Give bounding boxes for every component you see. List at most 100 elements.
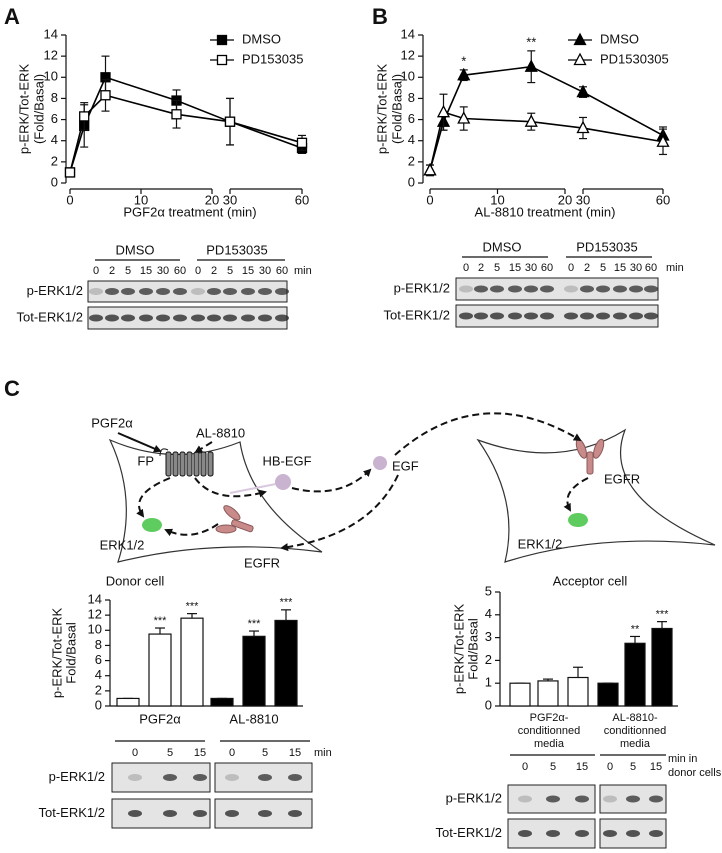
y-tick-label: 3	[485, 629, 492, 644]
blot-row-label: p-ERK1/2	[27, 283, 83, 298]
helix	[207, 451, 214, 477]
blot-strip	[111, 762, 211, 793]
blot-band	[603, 795, 617, 803]
blot-band	[258, 314, 272, 322]
lane-unit: min	[314, 747, 332, 759]
group-label: conditionned	[518, 725, 580, 737]
blot-band	[258, 810, 272, 817]
y-tick-label: 12	[44, 48, 58, 63]
blot-band	[596, 312, 610, 320]
blot-band	[540, 285, 554, 293]
blot-band	[540, 312, 554, 320]
blot-band	[223, 288, 237, 295]
y-axis-label: p-ERK/Tot-ERK	[451, 604, 466, 695]
blot-band	[121, 288, 135, 295]
blot-band	[89, 314, 103, 322]
y-tick-label: 0	[51, 174, 58, 189]
y-tick-label: 8	[95, 637, 102, 652]
diagram-label: AL-8810	[196, 425, 245, 440]
y-tick-label: 14	[401, 26, 415, 41]
bar	[651, 627, 673, 707]
y-tick-label: 4	[95, 667, 102, 682]
blot-band	[644, 312, 658, 320]
blot-band	[596, 285, 610, 293]
bar	[597, 682, 619, 707]
blot-band	[575, 830, 589, 837]
y-axis-label: (Fold/Basal)	[31, 74, 46, 144]
bar	[148, 633, 172, 707]
blot-band	[207, 314, 221, 322]
lane-label: 0	[607, 761, 613, 773]
diagram-label: EGFR	[604, 471, 640, 486]
lane-label: 30	[630, 262, 642, 274]
helix	[193, 451, 200, 477]
lane-label: 5	[494, 262, 500, 274]
diagram-label: Donor cell	[106, 573, 165, 588]
signal-arrow	[136, 477, 171, 518]
blot-band	[649, 795, 663, 803]
blot-band	[191, 288, 205, 295]
blot-band	[580, 312, 594, 320]
donor-cell	[108, 438, 323, 563]
diagram-label: EGF	[392, 458, 419, 473]
panel-letter: B	[372, 4, 388, 29]
lane-label: 0	[463, 262, 469, 274]
y-axis-label: (Fold/Basal)	[389, 74, 404, 144]
diagram-label: HB-EGF	[262, 453, 311, 468]
blot-band	[128, 810, 142, 817]
x-tick-label: 10	[134, 192, 148, 207]
blot-band	[546, 795, 560, 803]
blot-band	[163, 810, 177, 817]
legend-marker	[573, 32, 587, 46]
blot-band	[121, 314, 135, 322]
blot-band	[275, 288, 289, 295]
significance: ***	[248, 618, 262, 630]
bar	[274, 619, 298, 707]
egfr-donor	[215, 505, 254, 534]
lane-label: 5	[630, 761, 636, 773]
blot-band	[105, 314, 119, 322]
y-axis-label: Fold/Basal	[465, 618, 480, 680]
lane-label: 60	[645, 262, 657, 274]
blot-group-label: PD153035	[576, 239, 637, 254]
lane-label: 15	[576, 761, 588, 773]
egf	[373, 456, 387, 470]
blot-band	[225, 774, 239, 781]
y-tick-label: 10	[88, 622, 102, 637]
lane-label: 5	[262, 747, 268, 759]
significance: ***	[280, 597, 294, 609]
blot-band	[163, 774, 177, 781]
blot-band	[613, 312, 627, 320]
legend-marker	[216, 54, 228, 66]
panel-letter: A	[4, 4, 20, 29]
y-tick-label: 6	[51, 111, 58, 126]
blot-band	[241, 288, 255, 295]
ligand-arrow	[117, 432, 162, 453]
legend-marker	[573, 52, 587, 66]
series-line	[69, 76, 303, 173]
y-tick-label: 1	[485, 675, 492, 690]
egfr-arm	[593, 438, 605, 459]
y-axis-label: Fold/Basal	[63, 622, 78, 684]
blot-band	[156, 314, 170, 322]
blot-group-label: DMSO	[116, 242, 155, 257]
y-tick-label: 10	[44, 69, 58, 84]
blot-band	[139, 288, 153, 295]
signal-arrow	[563, 477, 589, 512]
blot-band	[156, 288, 170, 295]
bar	[116, 697, 140, 707]
blot-band	[193, 810, 207, 817]
fp-receptor	[159, 448, 214, 477]
lane-label: 15	[509, 262, 521, 274]
blot-band	[173, 288, 187, 295]
lane-label: 5	[125, 265, 131, 277]
legend-label: DMSO	[242, 31, 281, 46]
blot-band	[139, 314, 153, 322]
x-tick-label: 0	[66, 192, 73, 207]
blot-band	[288, 810, 302, 817]
x-tick-label: 60	[295, 192, 309, 207]
blot-band	[288, 774, 302, 781]
blot-band	[258, 288, 272, 295]
lane-label: 5	[167, 747, 173, 759]
blot-row-label: p-ERK1/2	[49, 769, 105, 784]
